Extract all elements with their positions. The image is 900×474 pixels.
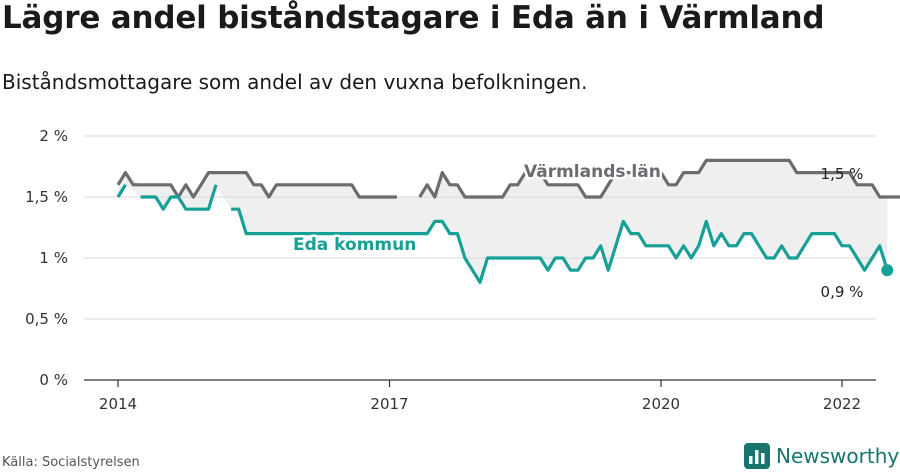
series-label-eda: Eda kommun [293, 235, 416, 255]
x-tick-label: 2022 [823, 395, 861, 413]
x-tick-label: 2014 [99, 395, 137, 413]
y-tick-label: 1,5 % [25, 188, 68, 206]
brand-bar-chart-icon [744, 443, 770, 469]
x-tick-label: 2017 [370, 395, 408, 413]
y-tick-label: 2 % [39, 127, 68, 145]
page-title: Lägre andel biståndstagare i Eda än i Vä… [2, 0, 825, 36]
y-tick-label: 0 % [39, 371, 68, 389]
series-label-varmland: Värmlands län [524, 162, 661, 182]
source-note: Källa: Socialstyrelsen [2, 455, 140, 470]
series-line-eda [116, 183, 889, 284]
x-tick-label: 2020 [642, 395, 680, 413]
y-tick-label: 1 % [39, 249, 68, 267]
series-line-varmland [116, 158, 900, 199]
end-value-label: 1,5 % [821, 165, 864, 183]
difference-band [118, 160, 888, 283]
series-end-point [881, 264, 894, 277]
end-value-label: 0,9 % [821, 283, 864, 301]
y-tick-label: 0,5 % [25, 310, 68, 328]
page-subtitle: Biståndsmottagare som andel av den vuxna… [2, 70, 588, 94]
brand-logo: Newsworthy [744, 442, 899, 470]
brand-name: Newsworthy [776, 444, 900, 468]
